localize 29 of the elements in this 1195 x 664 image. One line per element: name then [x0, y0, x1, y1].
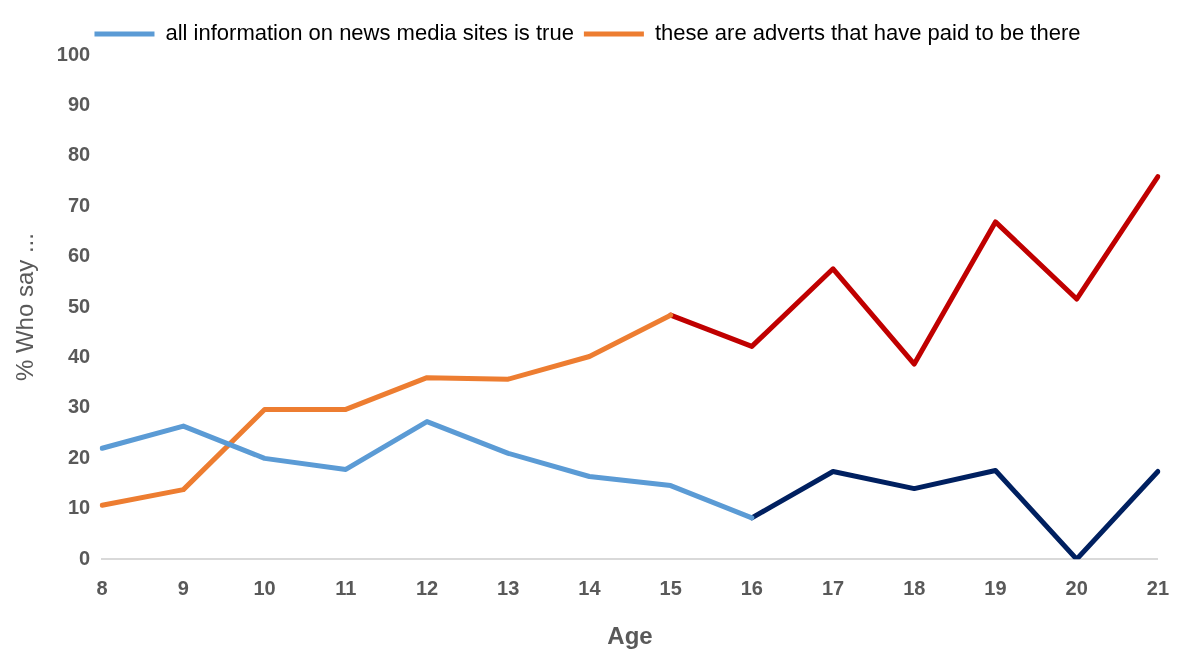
x-tick-label: 8 [96, 576, 108, 599]
x-tick-label: 12 [415, 576, 439, 599]
x-tick-label: 20 [1065, 576, 1088, 599]
x-tick-label: 13 [497, 576, 520, 599]
x-tick-label: 16 [740, 576, 763, 599]
x-tick-label: 10 [253, 576, 276, 599]
y-tick-label: 60 [67, 244, 91, 267]
y-axis-title: % Who say ... [11, 233, 39, 382]
x-tick-label: 14 [578, 576, 602, 599]
y-tick-label: 50 [67, 294, 91, 317]
y-tick-label: 10 [67, 496, 91, 519]
x-tick-label: 21 [1146, 576, 1169, 599]
y-tick-label: 20 [67, 445, 91, 468]
y-tick-label: 100 [56, 42, 91, 65]
y-tick-label: 40 [67, 345, 91, 368]
legend-label: all information on news media sites is true [165, 20, 574, 46]
x-axis-title: Age [607, 622, 653, 650]
y-tick-label: 0 [79, 546, 91, 569]
x-tick-label: 9 [177, 576, 189, 599]
y-tick-label: 30 [67, 395, 91, 418]
x-tick-label: 11 [335, 576, 357, 599]
y-tick-label: 80 [67, 143, 91, 166]
x-tick-label: 15 [659, 576, 682, 599]
x-tick-label: 17 [821, 576, 845, 599]
legend-label: these are adverts that have paid to be there [654, 20, 1081, 46]
y-tick-label: 90 [67, 92, 91, 115]
x-tick-label: 18 [903, 576, 926, 599]
x-tick-label: 19 [984, 576, 1007, 599]
y-tick-label: 70 [67, 193, 91, 216]
